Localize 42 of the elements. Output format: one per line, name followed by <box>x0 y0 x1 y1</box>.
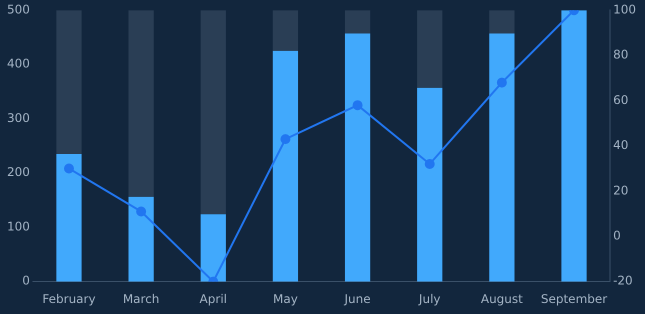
point <box>352 100 363 110</box>
point <box>496 78 507 88</box>
x-tick-label: February <box>42 292 96 306</box>
x-tick-label: April <box>200 292 227 306</box>
bar <box>56 154 82 282</box>
bar <box>489 34 514 282</box>
point <box>424 158 435 169</box>
y2-tick-label: -20 <box>613 274 633 288</box>
bar <box>272 50 298 282</box>
y2-tick-label: 20 <box>613 183 628 198</box>
x-tick-label: June <box>344 292 371 306</box>
bar <box>200 214 226 282</box>
x-tick-label: May <box>273 292 298 306</box>
y-tick-label: 500 <box>7 2 30 16</box>
y-tick-label: 0 <box>22 274 30 288</box>
bar <box>200 10 226 214</box>
bar <box>128 196 154 282</box>
x-tick-label: September <box>540 292 608 306</box>
y2-tick-label: 100 <box>613 2 636 16</box>
y-tick-label: 100 <box>7 219 30 234</box>
bar <box>561 10 587 282</box>
point <box>136 206 146 216</box>
bar <box>417 88 442 282</box>
x-tick-label: March <box>122 292 160 306</box>
y2-tick-label: 60 <box>613 92 628 107</box>
y2-tick-label: 40 <box>613 138 628 152</box>
x-tick-label: July <box>418 292 441 306</box>
point <box>280 134 290 144</box>
bar <box>344 34 370 282</box>
point <box>64 164 74 174</box>
bar <box>56 10 82 154</box>
y-tick-label: 200 <box>7 165 30 180</box>
bar <box>344 10 370 34</box>
bar <box>128 10 154 197</box>
y2-tick-label: 80 <box>613 48 628 62</box>
bar <box>489 10 514 34</box>
bar <box>272 10 298 51</box>
y-tick-label: 400 <box>7 56 30 71</box>
x-tick-label: August <box>480 292 524 306</box>
bar <box>417 10 442 88</box>
y2-tick-label: 0 <box>613 228 621 242</box>
y-tick-label: 300 <box>7 110 30 125</box>
